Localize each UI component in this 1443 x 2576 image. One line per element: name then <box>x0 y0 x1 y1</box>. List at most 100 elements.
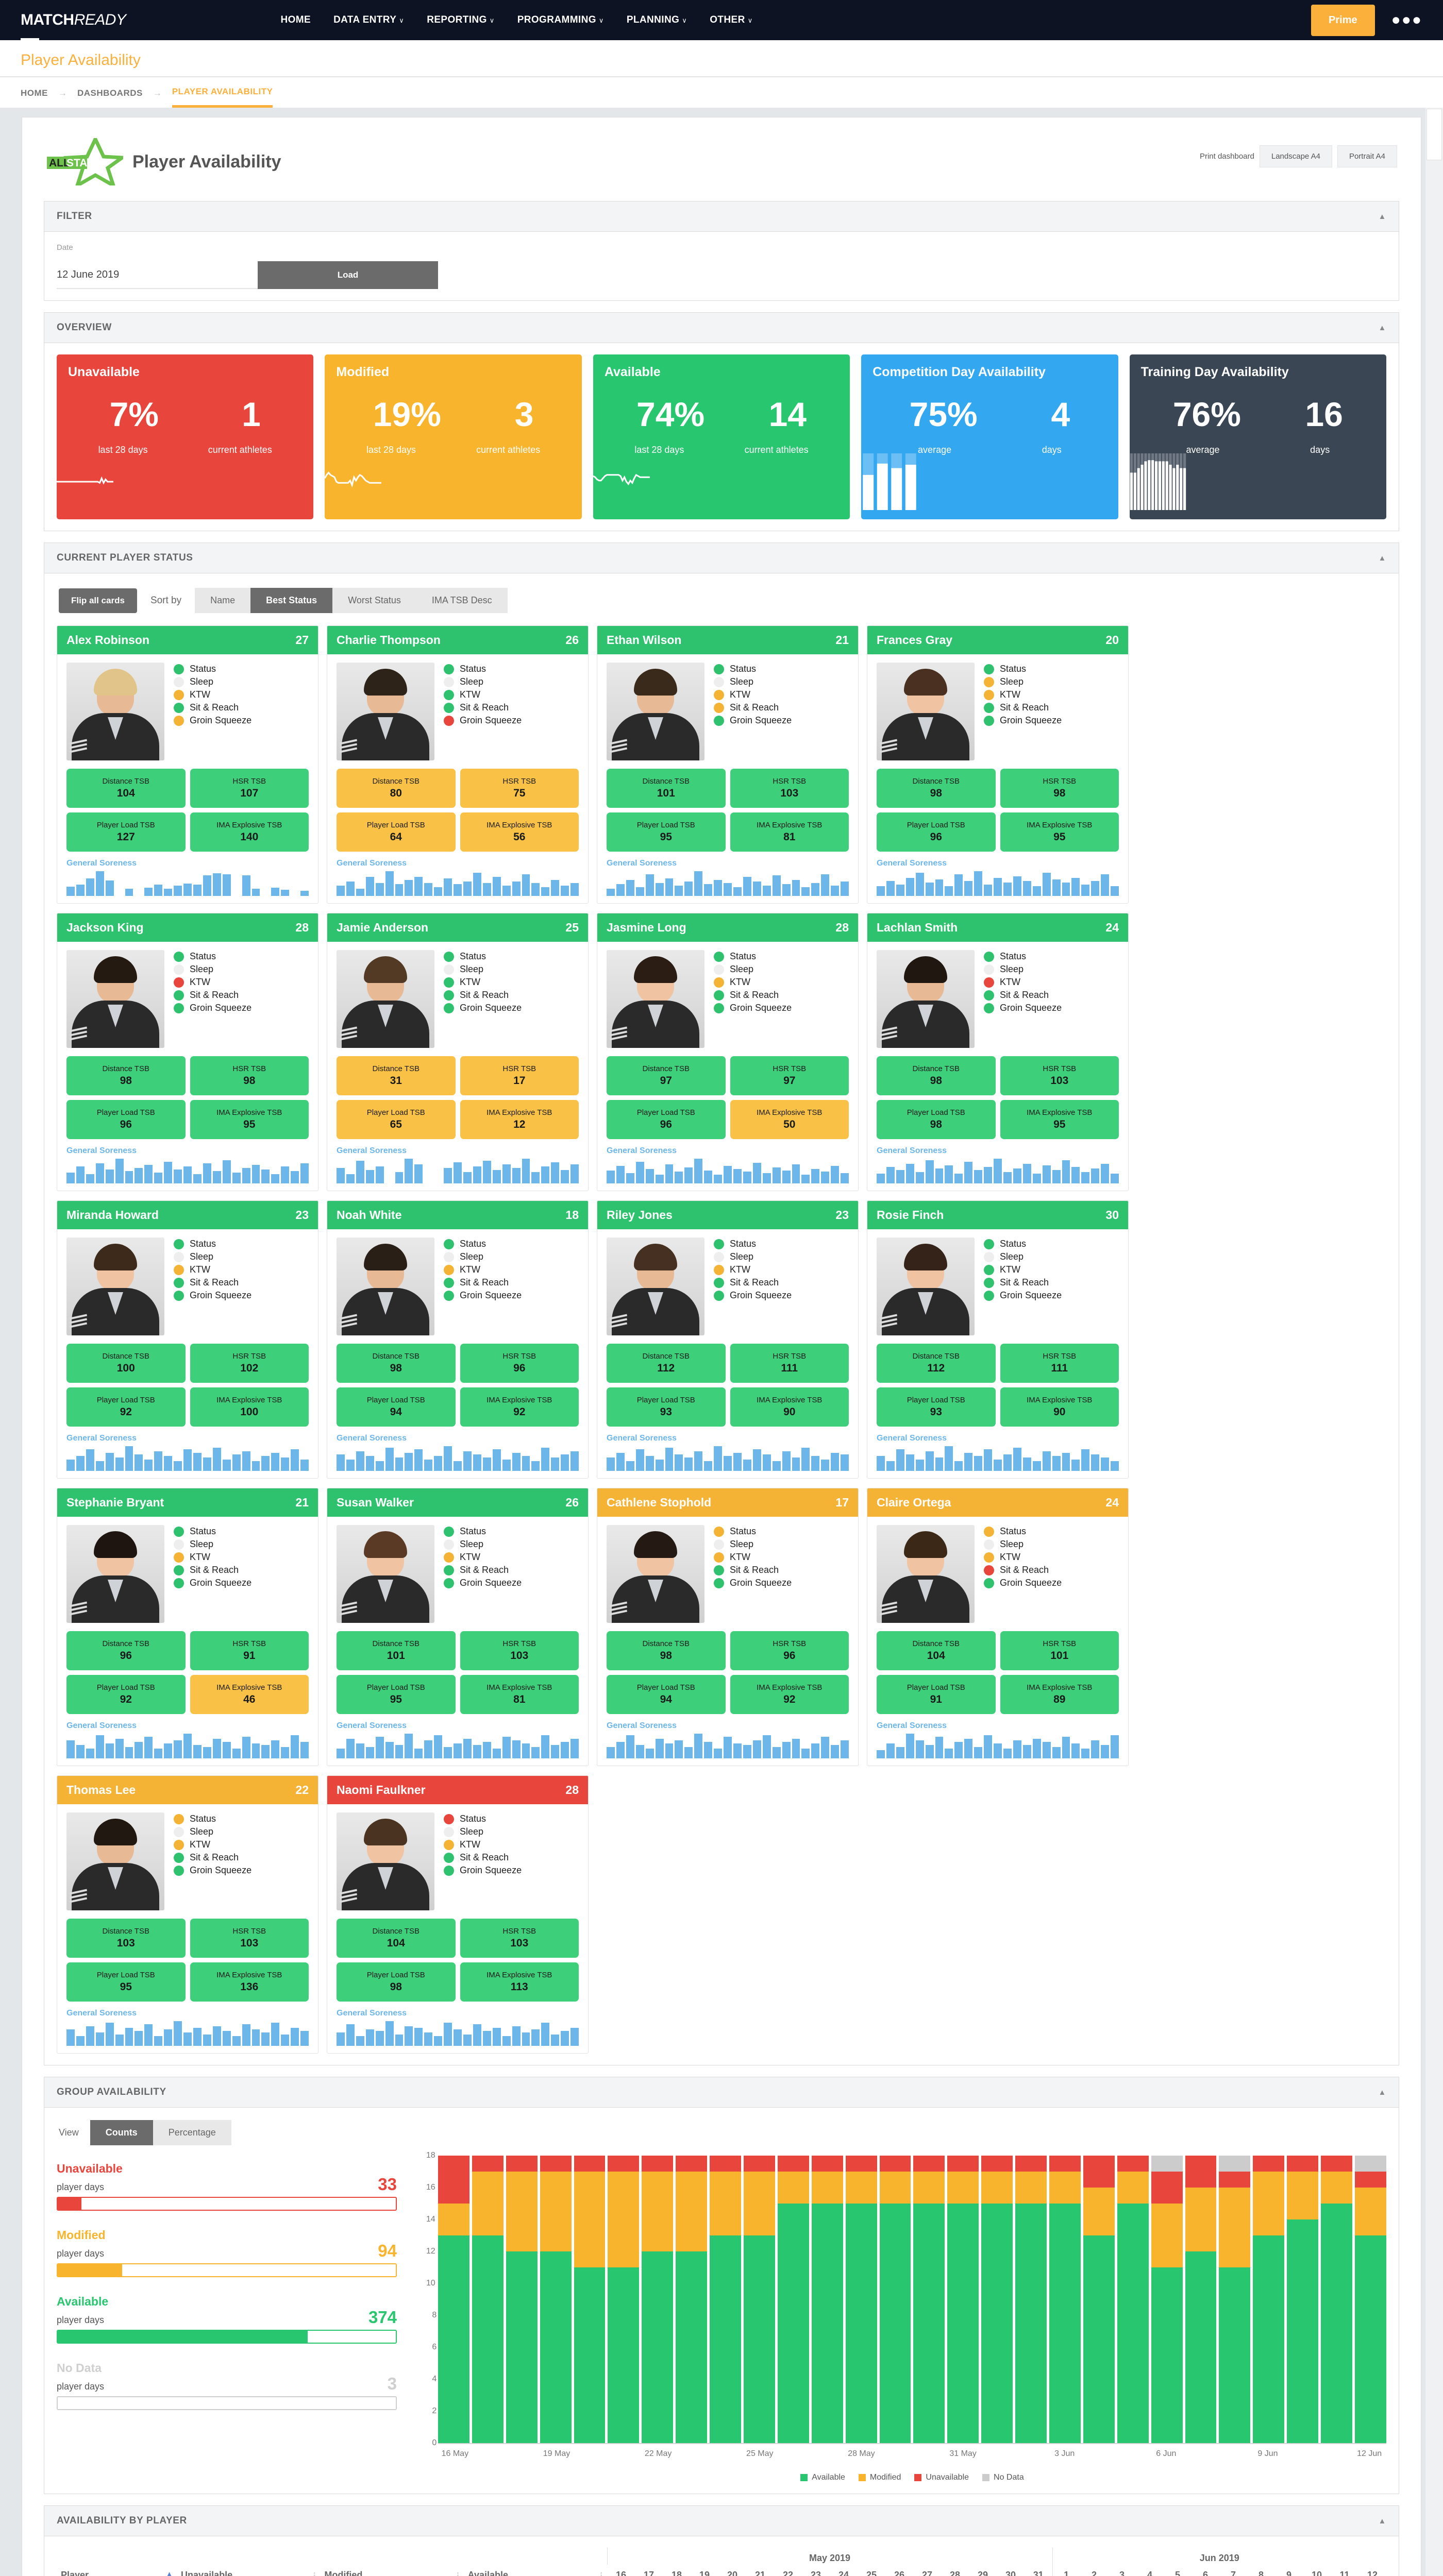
metric-value: 102 <box>240 1362 259 1374</box>
player-card[interactable]: Alex Robinson 27 Status Sleep KTW <box>57 625 318 904</box>
sort-option-name[interactable]: Name <box>195 588 251 613</box>
sort-option-best-status[interactable]: Best Status <box>250 588 333 613</box>
availability-by-player-panel-header[interactable]: AVAILABILITY BY PLAYER ▲ <box>44 2506 1399 2536</box>
column-header-unavailable[interactable]: Unavailable ↕ <box>177 2565 321 2576</box>
collapse-icon[interactable]: ▲ <box>1378 2516 1386 2526</box>
chart-bar[interactable] <box>947 2156 979 2443</box>
player-card[interactable]: Charlie Thompson 26 Status Sleep KTW <box>327 625 589 904</box>
chart-bar[interactable] <box>710 2156 742 2443</box>
player-card[interactable]: Lachlan Smith 24 Status Sleep KTW <box>867 913 1129 1191</box>
breadcrumb-current[interactable]: PLAYER AVAILABILITY <box>172 87 273 108</box>
player-card[interactable]: Ethan Wilson 21 Status Sleep KTW <box>597 625 859 904</box>
metric-label: Player Load TSB <box>96 1683 155 1692</box>
view-option-counts[interactable]: Counts <box>90 2120 153 2145</box>
breadcrumb-home[interactable]: HOME <box>21 88 48 98</box>
player-card[interactable]: Rosie Finch 30 Status Sleep KTW <box>867 1200 1129 1479</box>
more-options-icon[interactable]: ●●● <box>1391 11 1422 28</box>
player-card[interactable]: Frances Gray 20 Status Sleep KTW <box>867 625 1129 904</box>
player-card[interactable]: Jamie Anderson 25 Status Sleep KTW <box>327 913 589 1191</box>
player-card[interactable]: Noah White 18 Status Sleep KTW <box>327 1200 589 1479</box>
page-scrollbar[interactable] <box>1425 108 1443 2576</box>
chart-bar[interactable] <box>1151 2156 1183 2443</box>
nav-item-reporting[interactable]: REPORTING ∨ <box>427 14 495 25</box>
player-card[interactable]: Naomi Faulkner 28 Status Sleep KTW <box>327 1775 589 2054</box>
chart-bar[interactable] <box>777 2156 809 2443</box>
chart-bar[interactable] <box>540 2156 572 2443</box>
chart-bar[interactable] <box>642 2156 674 2443</box>
chart-bar[interactable] <box>1355 2156 1386 2443</box>
chart-bar[interactable] <box>744 2156 775 2443</box>
legend-item-unavailable[interactable]: Unavailable <box>914 2473 969 2482</box>
nav-item-planning[interactable]: PLANNING ∨ <box>626 14 687 25</box>
sort-toggle-icon[interactable]: ↕ <box>312 2570 316 2576</box>
collapse-icon[interactable]: ▲ <box>1378 323 1386 332</box>
soreness-bar <box>365 1456 374 1471</box>
chart-bar[interactable] <box>811 2156 843 2443</box>
legend-item-available[interactable]: Available <box>800 2473 845 2482</box>
breadcrumb-dashboards[interactable]: DASHBOARDS <box>77 88 143 98</box>
player-card[interactable]: Stephanie Bryant 21 Status Sleep KTW <box>57 1488 318 1766</box>
player-card[interactable]: Miranda Howard 23 Status Sleep KTW <box>57 1200 318 1479</box>
chart-bar[interactable] <box>981 2156 1013 2443</box>
nav-item-home[interactable]: HOME <box>280 14 311 25</box>
column-header-modified[interactable]: Modified ↕ <box>320 2565 464 2576</box>
chart-bar[interactable] <box>506 2156 538 2443</box>
player-card[interactable]: Thomas Lee 22 Status Sleep KTW <box>57 1775 318 2054</box>
chart-bar[interactable] <box>1253 2156 1285 2443</box>
chart-bar[interactable] <box>1083 2156 1115 2443</box>
print-landscape-button[interactable]: Landscape A4 <box>1259 145 1332 167</box>
legend-item-modified[interactable]: Modified <box>858 2473 901 2482</box>
sort-toggle-icon[interactable]: ↕ <box>456 2570 460 2576</box>
sort-option-worst-status[interactable]: Worst Status <box>332 588 416 613</box>
player-card[interactable]: Riley Jones 23 Status Sleep KTW <box>597 1200 859 1479</box>
chart-bar[interactable] <box>1219 2156 1251 2443</box>
column-header-player[interactable]: Player ▲ <box>57 2565 177 2576</box>
collapse-icon[interactable]: ▲ <box>1378 553 1386 563</box>
chart-bar[interactable] <box>1049 2156 1081 2443</box>
soreness-bar <box>115 1458 124 1471</box>
view-option-percentage[interactable]: Percentage <box>153 2120 231 2145</box>
nav-item-programming[interactable]: PROGRAMMING ∨ <box>517 14 604 25</box>
chart-bar[interactable] <box>879 2156 911 2443</box>
scrollbar-thumb[interactable] <box>1427 109 1442 160</box>
chart-bar[interactable] <box>1185 2156 1217 2443</box>
overview-panel-header[interactable]: OVERVIEW ▲ <box>44 313 1399 343</box>
player-card[interactable]: Jackson King 28 Status Sleep KTW <box>57 913 318 1191</box>
nav-item-data-entry[interactable]: DATA ENTRY ∨ <box>333 14 405 25</box>
player-status-panel-header[interactable]: CURRENT PLAYER STATUS ▲ <box>44 543 1399 573</box>
status-label: Sit & Reach <box>190 702 239 713</box>
sort-option-ima-tsb-desc[interactable]: IMA TSB Desc <box>416 588 508 613</box>
chart-bar[interactable] <box>1321 2156 1353 2443</box>
sort-toggle-icon[interactable]: ↕ <box>599 2570 603 2576</box>
chart-bar[interactable] <box>574 2156 606 2443</box>
filter-panel-header[interactable]: FILTER ▲ <box>44 201 1399 232</box>
player-card[interactable]: Susan Walker 26 Status Sleep KTW <box>327 1488 589 1766</box>
chart-bar[interactable] <box>1117 2156 1149 2443</box>
chart-bar[interactable] <box>913 2156 945 2443</box>
chart-bar[interactable] <box>608 2156 640 2443</box>
app-logo[interactable]: MATCHREADY <box>21 11 126 40</box>
print-portrait-button[interactable]: Portrait A4 <box>1337 145 1397 167</box>
chart-bar[interactable] <box>676 2156 708 2443</box>
prime-button[interactable]: Prime <box>1311 4 1375 36</box>
group-availability-panel-header[interactable]: GROUP AVAILABILITY ▲ <box>44 2077 1399 2108</box>
date-input[interactable]: 12 June 2019 <box>57 269 345 289</box>
flip-all-cards-button[interactable]: Flip all cards <box>59 588 137 613</box>
player-card[interactable]: Jasmine Long 28 Status Sleep KTW <box>597 913 859 1191</box>
collapse-icon[interactable]: ▲ <box>1378 2088 1386 2097</box>
collapse-icon[interactable]: ▲ <box>1378 212 1386 221</box>
load-button[interactable]: Load <box>258 261 438 289</box>
chart-bar[interactable] <box>472 2156 504 2443</box>
chart-bar[interactable] <box>1015 2156 1047 2443</box>
metric-tile-distance-tsb: Distance TSB 112 <box>877 1344 996 1383</box>
sort-ascending-icon[interactable]: ▲ <box>166 2570 173 2576</box>
chart-bar[interactable] <box>438 2156 469 2443</box>
chart-bar[interactable] <box>1287 2156 1319 2443</box>
nav-item-other[interactable]: OTHER ∨ <box>710 14 753 25</box>
status-row: KTW <box>174 977 309 988</box>
player-card[interactable]: Cathlene Stophold 17 Status Sleep KTW <box>597 1488 859 1766</box>
column-header-available[interactable]: Available ↕ <box>463 2565 607 2576</box>
player-card[interactable]: Claire Ortega 24 Status Sleep KTW <box>867 1488 1129 1766</box>
chart-bar[interactable] <box>845 2156 877 2443</box>
legend-item-no-data[interactable]: No Data <box>982 2473 1024 2482</box>
